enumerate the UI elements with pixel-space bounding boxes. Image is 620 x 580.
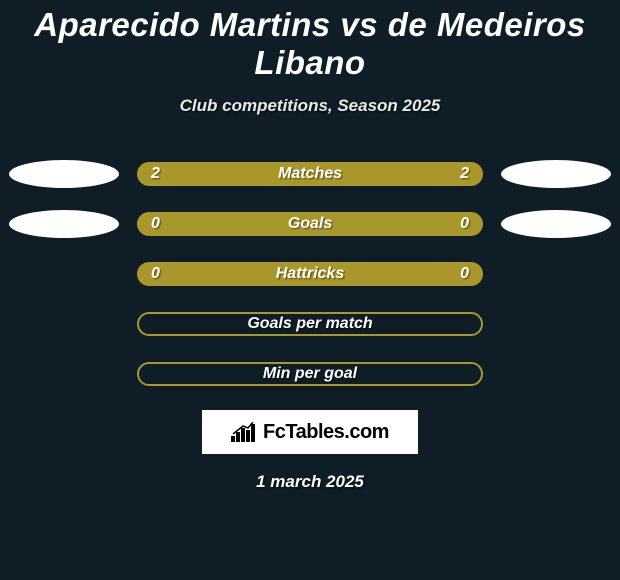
stat-bar: 0 Hattricks 0 — [137, 262, 483, 286]
player-right-ellipse — [501, 160, 611, 188]
stat-left-value: 0 — [151, 265, 160, 283]
logo-box[interactable]: FcTables.com — [202, 410, 418, 454]
stat-label: Goals — [288, 215, 332, 233]
page-title: Aparecido Martins vs de Medeiros Libano — [0, 2, 620, 84]
stat-row: Min per goal — [0, 360, 620, 388]
bar-chart-icon — [231, 422, 257, 442]
stat-bar: 0 Goals 0 — [137, 212, 483, 236]
stat-right-value: 0 — [460, 215, 469, 233]
stat-row: 0 Goals 0 — [0, 210, 620, 238]
stat-label: Hattricks — [276, 265, 344, 283]
stat-row: Goals per match — [0, 310, 620, 338]
stat-right-value: 2 — [460, 165, 469, 183]
stat-left-value: 0 — [151, 215, 160, 233]
stat-label: Min per goal — [263, 365, 357, 383]
stat-bar: Goals per match — [137, 312, 483, 336]
stat-label: Matches — [278, 165, 342, 183]
player-left-ellipse — [9, 160, 119, 188]
stat-bar: 2 Matches 2 — [137, 162, 483, 186]
player-right-ellipse — [501, 210, 611, 238]
date-label: 1 march 2025 — [0, 472, 620, 492]
stat-row: 0 Hattricks 0 — [0, 260, 620, 288]
stat-label: Goals per match — [247, 315, 372, 333]
player-left-ellipse — [9, 210, 119, 238]
stat-bar: Min per goal — [137, 362, 483, 386]
stat-row: 2 Matches 2 — [0, 160, 620, 188]
logo-text: FcTables.com — [263, 421, 389, 444]
stat-left-value: 2 — [151, 165, 160, 183]
stat-right-value: 0 — [460, 265, 469, 283]
stats-area: 2 Matches 2 0 Goals 0 0 Hattricks 0 Goals per mat… — [0, 160, 620, 388]
comparison-widget: Aparecido Martins vs de Medeiros Libano … — [0, 0, 620, 492]
subtitle: Club competitions, Season 2025 — [0, 96, 620, 116]
